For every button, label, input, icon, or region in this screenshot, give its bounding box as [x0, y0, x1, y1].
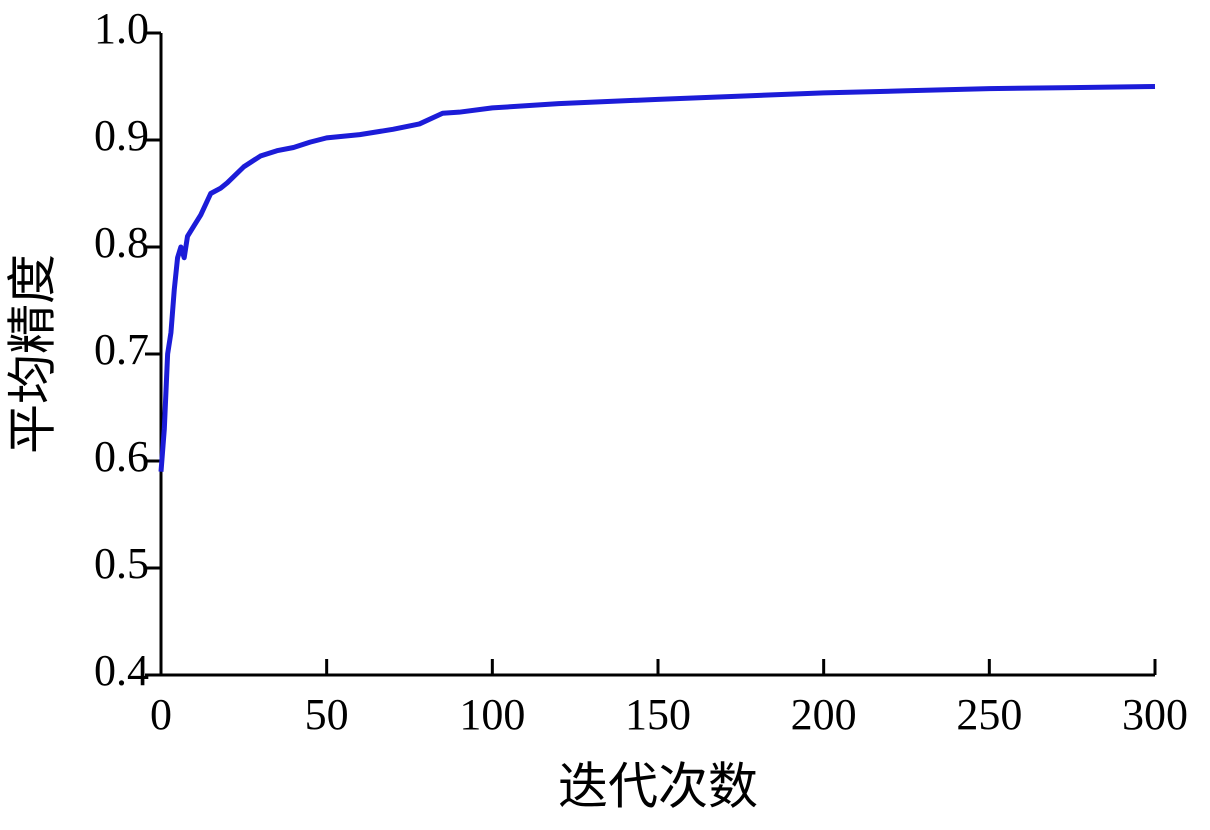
- x-axis-title: 迭代次数: [558, 758, 758, 814]
- x-tick-label: 50: [305, 690, 349, 739]
- x-tick-label: 150: [625, 690, 691, 739]
- x-tick-label: 100: [459, 690, 525, 739]
- y-tick-label: 0.9: [94, 111, 149, 160]
- y-tick-label: 0.4: [94, 646, 149, 695]
- x-tick-label: 200: [791, 690, 857, 739]
- y-tick-label: 1.0: [94, 4, 149, 53]
- y-tick-label: 0.5: [94, 539, 149, 588]
- x-tick-label: 250: [956, 690, 1022, 739]
- data-line: [158, 84, 1156, 472]
- y-tick-label: 0.7: [94, 325, 149, 374]
- y-axis-title: 平均精度: [4, 254, 60, 454]
- y-tick-label: 0.8: [94, 218, 149, 267]
- y-tick-label: 0.6: [94, 432, 149, 481]
- x-tick-label: 300: [1122, 690, 1188, 739]
- x-tick-label: 0: [150, 690, 172, 739]
